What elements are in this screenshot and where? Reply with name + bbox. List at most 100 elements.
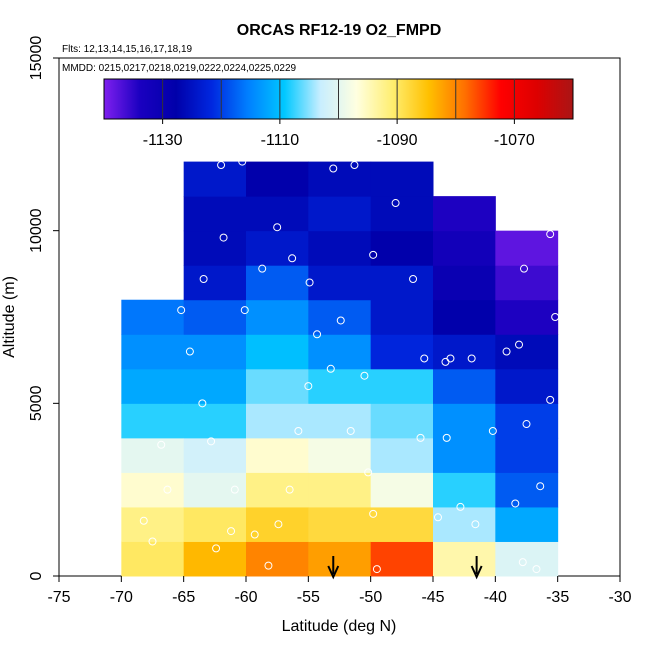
observation-point [294,426,303,435]
heatmap-cell [308,161,372,197]
observation-point [139,516,148,525]
observation-point [546,395,555,404]
observation-point [326,364,335,373]
observation-point [409,275,418,284]
heatmap-cell [246,265,309,301]
y-tick-label: 5000 [28,385,45,421]
observation-point [148,537,157,546]
colorbar-tick-label: -1070 [494,132,535,149]
observation-point [446,354,455,363]
observation-point [199,275,208,284]
x-tick-label: -60 [234,589,257,606]
heatmap-cell [183,506,247,542]
heatmap-cell [308,541,372,577]
observation-point [511,499,520,508]
x-tick-label: -30 [608,589,631,606]
x-tick-label: -35 [546,589,569,606]
heatmap-cell [308,403,372,439]
heatmap-cell [308,472,372,508]
x-tick-label: -50 [359,589,382,606]
observation-point [536,482,545,491]
x-tick-label: -45 [421,589,444,606]
observation-point [364,468,373,477]
observation-point [163,485,172,494]
heatmap-cell [183,437,247,473]
observation-point [217,161,226,170]
observation-point [391,199,400,208]
heatmap-cell [370,541,434,577]
observation-point [522,420,531,429]
observation-point [305,278,314,287]
x-axis-label: Latitude (deg N) [282,618,397,635]
flights-label: Flts: 12,13,14,15,16,17,18,19 [62,44,193,55]
observation-point [336,316,345,325]
observation-point [274,520,283,529]
observation-point [471,520,480,529]
heatmap-cell [121,472,185,508]
colorbar-tick-label: -1090 [377,132,418,149]
observation-point [157,440,166,449]
observation-point [288,254,297,263]
heatmap-cell [495,506,559,542]
heatmap-cell [183,334,247,370]
heatmap-cell [495,299,559,335]
x-tick-label: -55 [297,589,320,606]
heatmap-cell [433,265,496,301]
heatmap-cell [433,506,496,542]
heatmap-cell [370,161,434,197]
observation-point [502,347,511,356]
heatmap-cell [308,196,372,232]
colorbar-ticks: -1130 -1110 -1090 -1070 [143,119,535,149]
observation-point [488,426,497,435]
heatmap-cell [433,230,496,266]
heatmap-cell [183,265,247,301]
observation-point [360,371,369,380]
observation-point [185,347,194,356]
observation-point [258,264,267,273]
heatmap-cell [121,541,185,577]
heatmap-cell [370,265,434,301]
observation-point [264,561,273,570]
heatmap-cell [246,472,309,508]
heatmap-cell [495,437,559,473]
x-tick-label: -40 [484,589,507,606]
observation-point [177,306,186,315]
observation-point [207,437,216,446]
profile-arrows [327,556,483,580]
heatmap-cell [183,541,247,577]
heatmap-cell [370,403,434,439]
heatmap-cell [246,437,309,473]
observation-point [420,354,429,363]
heatmap-cell [495,368,559,404]
observation-point [304,382,313,391]
observation-point [515,340,524,349]
heatmap-cell [121,299,185,335]
x-tick-label: -70 [110,589,133,606]
heatmap-cell [246,230,309,266]
heatmap-cell [433,437,496,473]
heatmap-cell [433,472,496,508]
observation-point [198,399,207,408]
colorbar-dividers [162,79,515,119]
heatmap-cell [121,368,185,404]
down-arrow-head [470,565,483,580]
heatmap-cell [370,230,434,266]
x-tick-label: -65 [172,589,195,606]
colorbar-tick-label: -1110 [261,132,300,149]
heatmap-cell [308,334,372,370]
observation-point [329,164,338,173]
observation-point [250,530,259,539]
heatmap-cell [433,334,496,370]
heatmap-cell [308,230,372,266]
heatmap-cell [183,472,247,508]
heatmap-cell [246,161,309,197]
observation-point [230,485,239,494]
heatmap-cell [370,368,434,404]
y-axis: 0 5000 10000 15000 [28,36,59,580]
heatmap-cell [308,265,372,301]
heatmap-cell [495,472,559,508]
observation-point [369,509,378,518]
heatmap-cell [246,506,309,542]
heatmap-cell [308,506,372,542]
